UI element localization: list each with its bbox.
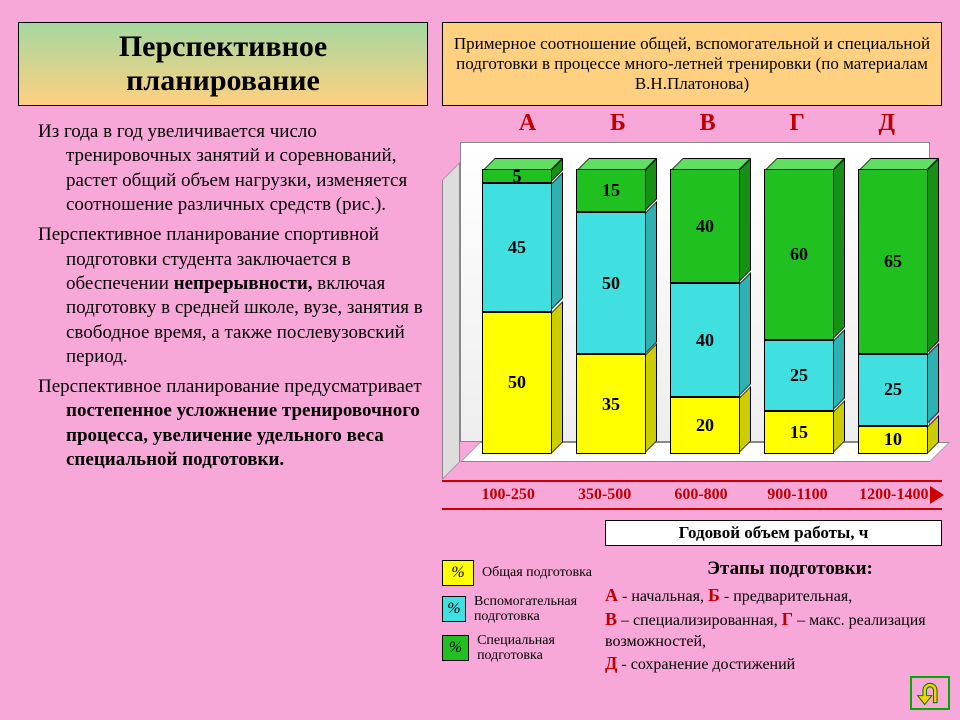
column-letters: А Б В Г Д bbox=[482, 110, 932, 138]
x-range-label: 350-500 bbox=[556, 482, 652, 508]
u-turn-arrow-icon bbox=[912, 678, 948, 708]
bar: 404020 bbox=[670, 169, 740, 454]
stage-text: - начальная, bbox=[618, 588, 708, 605]
title-box: Перспективное планирование bbox=[18, 22, 428, 106]
stages-title: Этапы подготовки: bbox=[640, 558, 940, 580]
stage-text: - предварительная, bbox=[720, 588, 852, 605]
bar-segment: 5 bbox=[482, 169, 552, 183]
bar-segment: 40 bbox=[670, 169, 740, 283]
legend-item: % Вспомогательная подготовка bbox=[442, 594, 600, 625]
x-axis-label: Годовой объем работы, ч bbox=[605, 520, 942, 546]
legend: %Общая подготовка%Вспомогательная подгот… bbox=[442, 560, 600, 672]
legend-label: Общая подготовка bbox=[482, 565, 592, 580]
main-text: Из года в год увеличивается число тренир… bbox=[18, 120, 428, 478]
column-letter: Д bbox=[879, 110, 896, 138]
stage-text: – специализированная, bbox=[617, 612, 782, 629]
bar-segment: 65 bbox=[858, 169, 928, 354]
legend-label: Вспомогательная подготовка bbox=[474, 594, 600, 625]
bar: 155035 bbox=[576, 169, 646, 454]
nav-back-button[interactable] bbox=[910, 676, 950, 710]
bar-segment: 10 bbox=[858, 426, 928, 455]
bar-segment: 15 bbox=[764, 411, 834, 454]
paragraph-2: Перспективное планирование спортивной по… bbox=[18, 223, 428, 369]
description-box: Примерное соотношение общей, вспомогател… bbox=[442, 22, 942, 106]
column-letter: В bbox=[700, 110, 716, 138]
stage-letter: В bbox=[605, 609, 617, 629]
column-letter: Б bbox=[610, 110, 626, 138]
legend-swatch: % bbox=[442, 635, 469, 661]
column-letter: А bbox=[519, 110, 536, 138]
x-range-label: 900-1100 bbox=[749, 482, 845, 508]
bar-segment: 15 bbox=[576, 169, 646, 212]
bar-segment: 50 bbox=[576, 212, 646, 355]
stages-body: А - начальная, Б - предварительная, В – с… bbox=[605, 584, 950, 676]
page-title: Перспективное планирование bbox=[19, 30, 427, 98]
bar: 54550 bbox=[482, 169, 552, 454]
x-axis-ranges: 100-250350-500600-800900-11001200-1400 bbox=[442, 480, 942, 510]
bar-segment: 40 bbox=[670, 283, 740, 397]
x-range-label: 1200-1400 bbox=[846, 482, 942, 508]
chart-3d: 54550155035404020602515652510 bbox=[442, 142, 942, 462]
column-letter: Г bbox=[789, 110, 804, 138]
legend-item: % Специальная подготовка bbox=[442, 633, 600, 664]
stage-text: - сохранение достижений bbox=[617, 656, 795, 673]
bar: 652510 bbox=[858, 169, 928, 454]
stage-letter: Б bbox=[708, 585, 720, 605]
legend-label: Специальная подготовка bbox=[477, 633, 600, 664]
bar-segment: 35 bbox=[576, 354, 646, 454]
bar-segment: 50 bbox=[482, 312, 552, 455]
description-text: Примерное соотношение общей, вспомогател… bbox=[451, 34, 933, 94]
bar-segment: 60 bbox=[764, 169, 834, 340]
stage-letter: Д bbox=[605, 653, 617, 673]
stage-letter: Г bbox=[782, 609, 793, 629]
stage-letter: А bbox=[605, 585, 618, 605]
bar: 602515 bbox=[764, 169, 834, 454]
legend-item: % Общая подготовка bbox=[442, 560, 600, 586]
paragraph-3: Перспективное планирование предусматрива… bbox=[18, 375, 428, 472]
chart-sidewall bbox=[442, 162, 460, 480]
bars-container: 54550155035404020602515652510 bbox=[470, 144, 940, 454]
x-range-label: 100-250 bbox=[460, 482, 556, 508]
bar-segment: 25 bbox=[858, 354, 928, 425]
chart: АБВГД 54550155035404020602515652510 bbox=[442, 110, 942, 480]
bar-segment: 25 bbox=[764, 340, 834, 411]
bar-segment: 45 bbox=[482, 183, 552, 311]
legend-swatch: % bbox=[442, 596, 466, 622]
bar-segment: 20 bbox=[670, 397, 740, 454]
x-range-label: 600-800 bbox=[653, 482, 749, 508]
legend-swatch: % bbox=[442, 560, 474, 586]
paragraph-1: Из года в год увеличивается число тренир… bbox=[18, 120, 428, 217]
